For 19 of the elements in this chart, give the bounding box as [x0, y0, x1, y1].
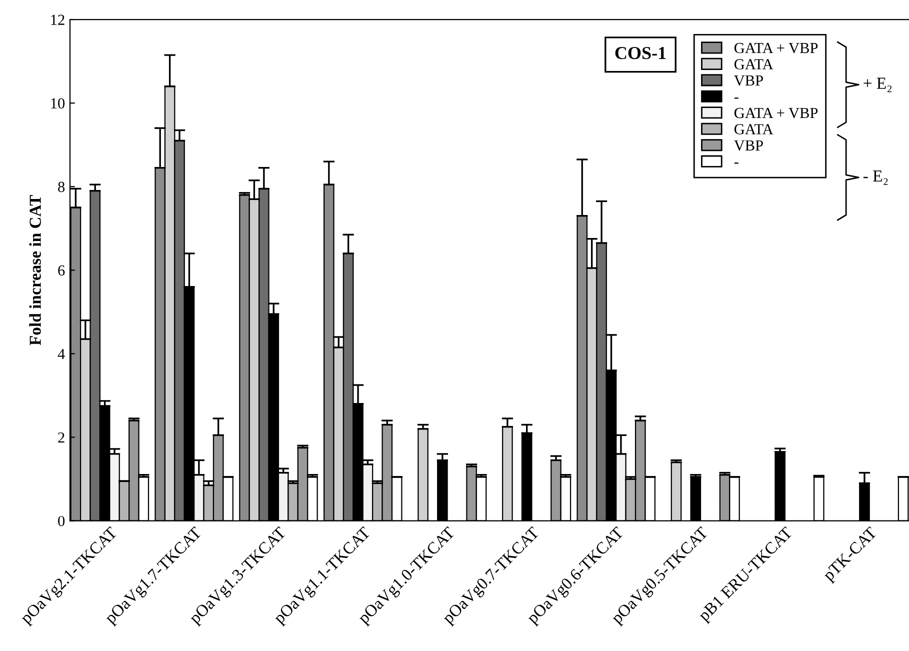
legend-label: GATA + VBP — [734, 108, 818, 118]
legend-label: GATA — [734, 59, 774, 70]
y-tick-label: 4 — [58, 348, 65, 360]
y-tick-label: 8 — [58, 182, 65, 192]
legend-label: VBP — [734, 75, 763, 86]
annotation: - E₂ — [863, 170, 888, 185]
y-tick-label: 0 — [58, 516, 65, 526]
annotation: + E₂ — [864, 78, 892, 92]
legend-label: GATA — [734, 124, 774, 134]
legend-label: GATA + VBP — [734, 42, 818, 54]
legend-label: - — [734, 98, 738, 99]
legend-label: - — [734, 162, 738, 164]
y-axis-title: Fold increase in CAT — [29, 195, 41, 346]
y-tick-label: 12 — [51, 14, 64, 25]
legend-label: VBP — [734, 140, 763, 151]
y-tick-label: 10 — [51, 98, 65, 109]
y-tick-label: 2 — [58, 432, 64, 443]
annotation: COS-1 — [615, 47, 666, 60]
y-tick-label: 6 — [58, 265, 65, 276]
